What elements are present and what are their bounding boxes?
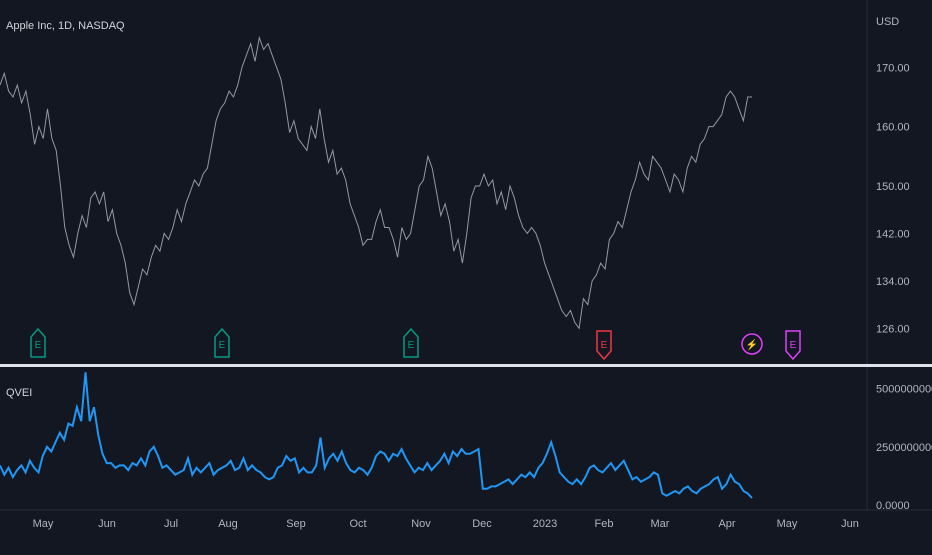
indicator-title[interactable]: QVEI [6,387,33,399]
time-tick-label: May [777,518,798,530]
price-tick-label: 150.00 [876,181,910,193]
time-tick-label: Dec [472,518,492,530]
earnings-badge [214,327,230,358]
dividend-marker[interactable]: ⚡ [741,333,763,355]
time-tick-label: Jul [164,518,178,530]
earnings-marker[interactable]: E [785,330,801,361]
earnings-glyph: E [35,340,42,351]
earnings-badge [30,327,46,358]
indicator-tick-label: 5000000000.00 [876,384,932,396]
price-tick-label: 160.00 [876,122,910,134]
earnings-glyph: E [790,340,797,351]
price-axis[interactable]: 170.00 160.00 150.00 142.00 134.00 126.00 [876,62,910,335]
time-tick-label: Mar [651,518,670,530]
earnings-marker[interactable]: E [30,327,46,358]
price-series-line [0,35,752,330]
pane-separator[interactable] [0,364,932,367]
earnings-marker[interactable]: E [214,327,230,358]
earnings-marker[interactable]: E [596,330,612,361]
earnings-badge [596,330,612,361]
time-tick-label: Jun [98,518,116,530]
earnings-marker[interactable]: E [403,327,419,358]
earnings-glyph: E [219,340,226,351]
time-tick-label: 2023 [533,518,557,530]
time-tick-label: Nov [411,518,431,530]
price-tick-label: 134.00 [876,276,910,288]
indicator-tick-label: 0.0000 [876,500,910,512]
time-tick-label: Feb [595,518,614,530]
time-tick-label: Aug [218,518,238,530]
time-tick-label: Jun [841,518,859,530]
time-axis[interactable]: May Jun Jul Aug Sep Oct Nov Dec 2023 Feb Mar Apr May… [33,518,859,530]
lightning-icon: ⚡ [746,338,758,351]
time-tick-label: Sep [286,518,306,530]
dividend-circle [741,333,763,355]
earnings-glyph: E [408,340,415,351]
price-tick-label: 142.00 [876,228,910,240]
currency-label: USD [876,16,899,28]
earnings-badge [785,330,801,361]
time-tick-label: Oct [349,518,366,530]
symbol-title[interactable]: Apple Inc, 1D, NASDAQ [6,20,125,32]
price-tick-label: 126.00 [876,323,910,335]
time-tick-label: Apr [718,518,735,530]
earnings-glyph: E [601,340,608,351]
earnings-badge [403,327,419,358]
price-tick-label: 170.00 [876,62,910,74]
qvei-series-line [0,372,753,499]
event-markers[interactable]: E E E E ⚡ E [30,327,801,361]
time-tick-label: May [33,518,54,530]
